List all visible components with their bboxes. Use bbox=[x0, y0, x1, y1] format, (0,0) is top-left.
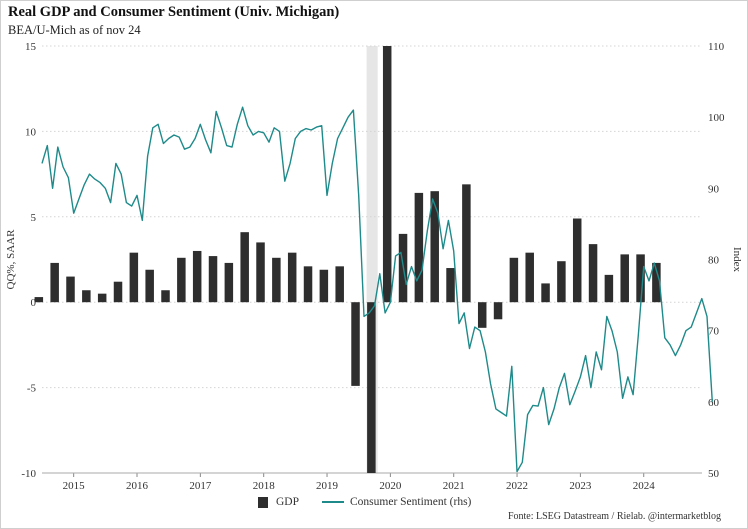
legend-swatch-gdp bbox=[258, 496, 268, 508]
y-tick-right: 90 bbox=[708, 183, 720, 195]
y-tick-left: 0 bbox=[31, 297, 37, 309]
gdp-bar bbox=[414, 192, 424, 303]
legend-label-gdp: GDP bbox=[276, 496, 300, 508]
x-tick-label: 2022 bbox=[506, 480, 528, 492]
gdp-bar bbox=[192, 250, 202, 303]
recession-shading bbox=[366, 46, 378, 473]
gdp-bar bbox=[177, 257, 186, 303]
gdp-bar bbox=[319, 269, 329, 303]
y-tick-right: 100 bbox=[708, 112, 725, 124]
x-tick-label: 2019 bbox=[316, 480, 339, 492]
gdp-bar bbox=[367, 302, 376, 473]
gdp-bar bbox=[240, 232, 249, 303]
gdp-bar bbox=[525, 252, 534, 303]
y-tick-right: 80 bbox=[708, 255, 720, 267]
legend-label-sentiment: Consumer Sentiment (rhs) bbox=[350, 496, 472, 508]
x-tick-label: 2024 bbox=[633, 480, 656, 492]
x-tick-label: 2023 bbox=[569, 480, 592, 492]
gdp-bar bbox=[557, 261, 566, 303]
gdp-bar bbox=[256, 242, 265, 303]
x-tick-label: 2017 bbox=[189, 480, 212, 492]
x-tick-label: 2018 bbox=[253, 480, 276, 492]
gdp-bar bbox=[636, 254, 645, 303]
gdp-bar bbox=[477, 302, 487, 328]
gdp-bar bbox=[572, 218, 582, 303]
chart-title: Real GDP and Consumer Sentiment (Univ. M… bbox=[8, 4, 340, 20]
gdp-bar bbox=[541, 283, 550, 303]
y-tick-right: 110 bbox=[708, 41, 725, 53]
y-tick-left: -5 bbox=[27, 383, 37, 395]
sentiment-line bbox=[41, 106, 713, 473]
x-tick-label: 2021 bbox=[443, 480, 465, 492]
gdp-bar bbox=[620, 254, 629, 303]
gdp-bar bbox=[97, 293, 107, 303]
y-tick-right: 60 bbox=[708, 397, 720, 409]
x-tick-label: 2016 bbox=[126, 480, 149, 492]
gdp-bar bbox=[509, 257, 519, 303]
gdp-bar bbox=[604, 274, 614, 303]
gdp-bar bbox=[588, 244, 598, 303]
gdp-bar bbox=[335, 266, 344, 303]
gdp-bar bbox=[493, 302, 503, 320]
gdp-bar bbox=[430, 191, 439, 303]
gdp-bar bbox=[113, 281, 123, 303]
source-note: Fonte: LSEG Datastream / Rielab. @interm… bbox=[507, 511, 721, 522]
gdp-bar bbox=[224, 262, 234, 303]
gdp-bar bbox=[82, 290, 91, 303]
legend-item-gdp: GDP bbox=[258, 494, 299, 510]
gdp-bar bbox=[66, 276, 75, 303]
legend-item-sentiment: Consumer Sentiment (rhs) bbox=[322, 494, 471, 510]
y-tick-left: 10 bbox=[25, 126, 37, 138]
gdp-bar-first-marker bbox=[37, 299, 41, 303]
y-tick-left: 5 bbox=[31, 212, 37, 224]
gdp-bar bbox=[129, 252, 139, 303]
legend-swatch-sentiment bbox=[322, 501, 344, 503]
gdp-bar bbox=[351, 302, 360, 386]
gdp-bar bbox=[287, 252, 297, 303]
y-axis-label-left: QQ%, SAAR bbox=[5, 229, 17, 290]
gdp-bar bbox=[462, 184, 471, 303]
gdp-bar bbox=[446, 268, 455, 303]
x-tick-label: 2020 bbox=[379, 480, 402, 492]
chart-subtitle: BEA/U-Mich as of nov 24 bbox=[8, 23, 141, 37]
y-axis-label-right: Index bbox=[731, 247, 743, 273]
y-tick-left: 15 bbox=[25, 41, 37, 53]
gdp-bar bbox=[303, 266, 313, 303]
gdp-bar bbox=[50, 262, 59, 303]
gdp-bar bbox=[161, 290, 170, 303]
gdp-bar bbox=[382, 46, 392, 303]
gdp-bar bbox=[652, 262, 661, 303]
x-tick-label: 2015 bbox=[63, 480, 86, 492]
y-tick-left: -10 bbox=[21, 468, 36, 480]
gdp-bar bbox=[208, 256, 218, 303]
y-tick-right: 50 bbox=[708, 468, 720, 480]
gdp-bar bbox=[145, 269, 154, 303]
legend: GDP Consumer Sentiment (rhs) bbox=[0, 494, 748, 510]
gdp-bar bbox=[272, 257, 281, 303]
y-tick-right: 70 bbox=[708, 326, 720, 338]
